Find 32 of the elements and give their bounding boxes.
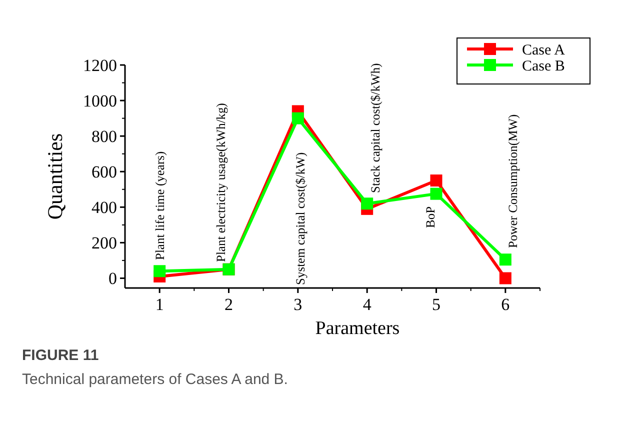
x-axis-title: Parameters [315,318,400,339]
point [154,265,166,278]
legend-label: Case A [522,42,566,58]
y-tick-label: 1200 [83,56,117,75]
x-tick-label: 3 [294,295,302,314]
annotation: Plant electricity usage(kWh/kg) [214,103,228,262]
point [361,198,374,210]
y-tick-label: 0 [108,269,117,288]
y-tick-label: 800 [92,127,117,146]
point [430,174,442,186]
y-axis-title: Quantities [43,133,67,220]
x-tick-label: 1 [155,295,164,314]
point [499,254,512,266]
y-tick-label: 400 [92,198,117,218]
text: FIGURE 11 [22,347,99,364]
y-tick-label: 600 [92,162,117,182]
annotation: Power Consumption(MW) [506,114,520,248]
y-tick-label: 200 [92,234,117,253]
y-tick-label: 1000 [83,91,117,110]
point [430,188,442,200]
annotation: Plant life time (years) [152,151,167,260]
annotation: BoP [424,206,438,228]
x-tick-label: 6 [501,295,510,314]
text: Technical parameters of Cases A and B. [22,371,288,388]
annotation: Stack capital cost($/kWh) [368,63,382,193]
x-tick-label: 5 [432,295,440,314]
legend-label: Case B [522,58,565,74]
annotation: System capital cost($/kW) [293,152,308,285]
point [292,112,304,124]
point [499,272,512,284]
x-tick-label: 4 [362,295,372,314]
x-tick-label: 2 [224,295,233,314]
